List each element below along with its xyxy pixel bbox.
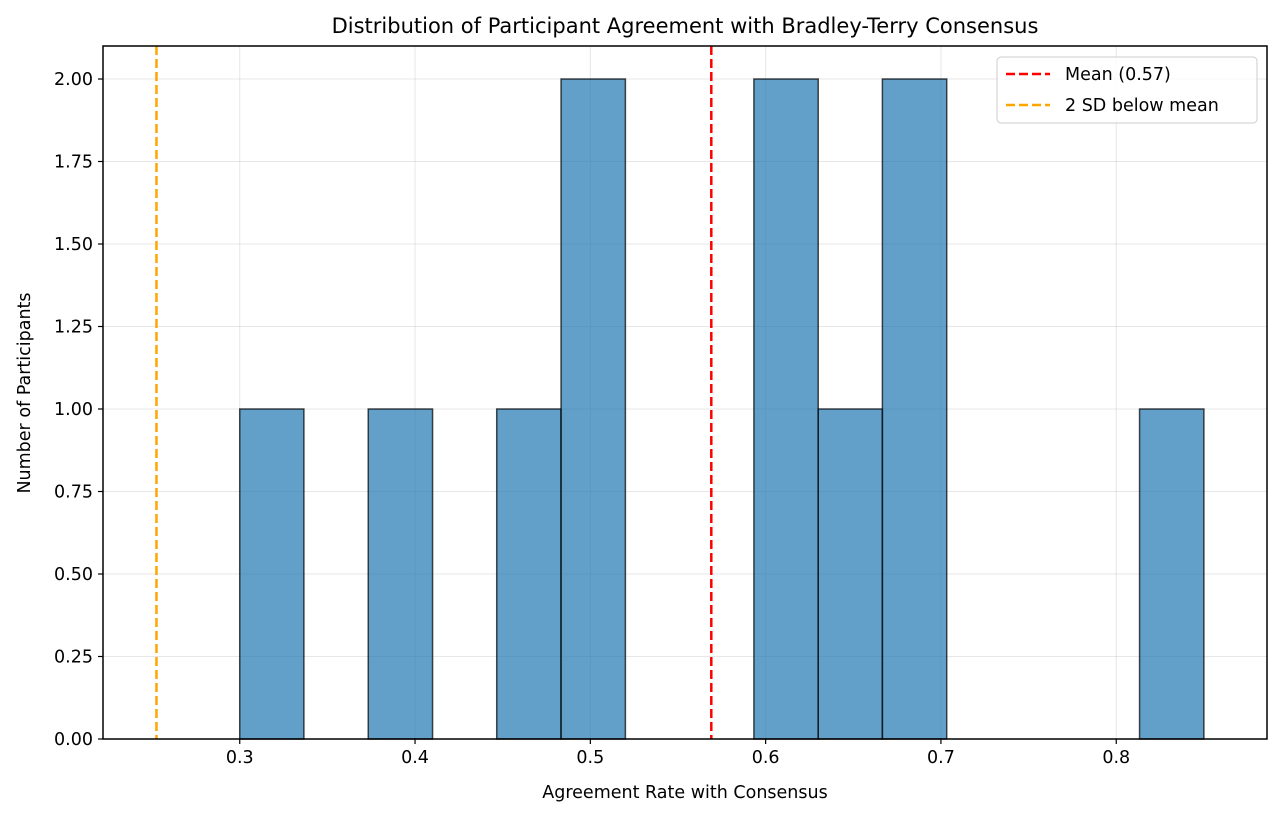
y-tick-label: 1.25 — [54, 318, 93, 338]
x-tick-label: 0.6 — [752, 748, 780, 768]
x-axis-label: Agreement Rate with Consensus — [542, 783, 827, 803]
x-tick-label: 0.8 — [1102, 748, 1130, 768]
chart-title: Distribution of Participant Agreement wi… — [332, 14, 1039, 38]
histogram-bar — [881, 78, 948, 740]
y-axis-label: Number of Participants — [15, 292, 35, 493]
x-tick-label: 0.5 — [576, 748, 604, 768]
histogram-bar — [1138, 408, 1205, 740]
y-axis-ticks: 0.00 0.25 0.50 0.75 1.00 1.25 1.50 1.75 2.00 — [54, 70, 103, 750]
legend-box — [996, 56, 1258, 124]
histogram-bar — [753, 78, 819, 740]
legend: Mean (0.57) 2 SD below mean — [996, 56, 1258, 124]
y-tick-label: 0.75 — [54, 483, 93, 503]
histogram-bars — [238, 78, 1205, 740]
x-axis-ticks: 0.3 0.4 0.5 0.6 0.7 0.8 — [226, 739, 1130, 768]
legend-label: 2 SD below mean — [1065, 96, 1219, 116]
y-tick-label: 1.50 — [54, 235, 93, 255]
legend-label: Mean (0.57) — [1065, 65, 1171, 85]
y-tick-label: 0.25 — [54, 648, 93, 668]
y-tick-label: 0.50 — [54, 565, 93, 585]
reference-lines — [155, 46, 713, 739]
histogram-bar — [560, 78, 627, 740]
y-tick-label: 2.00 — [54, 70, 93, 90]
y-tick-label: 1.00 — [54, 400, 93, 420]
histogram-bar — [367, 408, 434, 740]
histogram-bar — [817, 408, 884, 740]
x-tick-label: 0.3 — [226, 748, 254, 768]
x-tick-label: 0.7 — [927, 748, 955, 768]
y-tick-label: 0.00 — [54, 730, 93, 750]
x-tick-label: 0.4 — [401, 748, 429, 768]
histogram-bar — [238, 408, 305, 740]
histogram-bar — [495, 408, 562, 740]
y-tick-label: 1.75 — [54, 153, 93, 173]
plot-frame — [102, 45, 1268, 740]
